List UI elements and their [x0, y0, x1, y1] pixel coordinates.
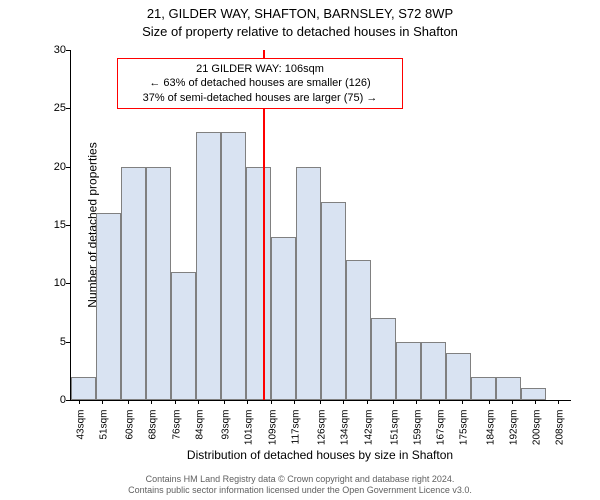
y-tick-label: 15 — [36, 219, 66, 231]
x-tick-label: 51sqm — [98, 410, 109, 460]
footer-attribution: Contains HM Land Registry data © Crown c… — [0, 474, 600, 496]
x-tick-label: 93sqm — [221, 410, 232, 460]
x-tick-mark — [416, 400, 417, 404]
x-tick-mark — [439, 400, 440, 404]
x-tick-mark — [462, 400, 463, 404]
histogram-bar — [271, 237, 296, 400]
histogram-bar — [121, 167, 146, 400]
x-tick-mark — [79, 400, 80, 404]
histogram-bar — [146, 167, 171, 400]
x-tick-mark — [558, 400, 559, 404]
histogram-bar — [71, 377, 96, 400]
x-tick-label: 151sqm — [389, 410, 400, 460]
y-tick-mark — [66, 108, 70, 109]
histogram-bar — [396, 342, 421, 400]
x-tick-mark — [128, 400, 129, 404]
x-tick-mark — [271, 400, 272, 404]
x-tick-mark — [224, 400, 225, 404]
callout-line3: 37% of semi-detached houses are larger (… — [124, 91, 396, 105]
x-tick-mark — [367, 400, 368, 404]
histogram-bar — [371, 318, 396, 400]
y-tick-label: 25 — [36, 102, 66, 114]
histogram-bar — [471, 377, 496, 400]
x-tick-mark — [175, 400, 176, 404]
histogram-bar — [321, 202, 346, 400]
title-sub: Size of property relative to detached ho… — [0, 24, 600, 39]
histogram-bar — [421, 342, 446, 400]
x-tick-label: 192sqm — [508, 410, 519, 460]
x-tick-label: 60sqm — [125, 410, 136, 460]
x-tick-mark — [343, 400, 344, 404]
y-tick-mark — [66, 167, 70, 168]
x-tick-mark — [247, 400, 248, 404]
histogram-bar — [196, 132, 221, 400]
x-tick-mark — [320, 400, 321, 404]
x-tick-label: 175sqm — [459, 410, 470, 460]
x-tick-mark — [535, 400, 536, 404]
y-tick-label: 10 — [36, 277, 66, 289]
callout-box: 21 GILDER WAY: 106sqm← 63% of detached h… — [117, 58, 403, 109]
callout-line1: 21 GILDER WAY: 106sqm — [124, 62, 396, 76]
x-tick-label: 200sqm — [532, 410, 543, 460]
y-tick-mark — [66, 225, 70, 226]
x-tick-mark — [151, 400, 152, 404]
x-tick-mark — [102, 400, 103, 404]
x-tick-label: 84sqm — [194, 410, 205, 460]
y-tick-label: 20 — [36, 161, 66, 173]
y-tick-mark — [66, 342, 70, 343]
histogram-bar — [96, 213, 121, 400]
x-tick-label: 208sqm — [555, 410, 566, 460]
histogram-bar — [346, 260, 371, 400]
title-main: 21, GILDER WAY, SHAFTON, BARNSLEY, S72 8… — [0, 6, 600, 21]
x-tick-label: 68sqm — [148, 410, 159, 460]
x-tick-label: 109sqm — [267, 410, 278, 460]
footer-line1: Contains HM Land Registry data © Crown c… — [0, 474, 600, 485]
histogram-bar — [221, 132, 246, 400]
x-tick-label: 167sqm — [436, 410, 447, 460]
y-tick-mark — [66, 50, 70, 51]
histogram-bar — [521, 388, 546, 400]
callout-line2: ← 63% of detached houses are smaller (12… — [124, 76, 396, 90]
x-tick-label: 101sqm — [244, 410, 255, 460]
histogram-bar — [296, 167, 321, 400]
y-tick-mark — [66, 283, 70, 284]
y-tick-label: 30 — [36, 44, 66, 56]
x-tick-label: 126sqm — [317, 410, 328, 460]
histogram-bar — [446, 353, 471, 400]
histogram-bar — [246, 167, 271, 400]
histogram-bar — [171, 272, 196, 400]
x-tick-label: 184sqm — [485, 410, 496, 460]
x-tick-mark — [393, 400, 394, 404]
x-tick-mark — [489, 400, 490, 404]
x-tick-label: 76sqm — [171, 410, 182, 460]
x-tick-label: 134sqm — [340, 410, 351, 460]
x-tick-mark — [512, 400, 513, 404]
chart-container: 21, GILDER WAY, SHAFTON, BARNSLEY, S72 8… — [0, 0, 600, 500]
x-tick-label: 159sqm — [412, 410, 423, 460]
footer-line2: Contains public sector information licen… — [0, 485, 600, 496]
x-tick-mark — [198, 400, 199, 404]
x-tick-mark — [294, 400, 295, 404]
x-tick-label: 117sqm — [290, 410, 301, 460]
y-tick-mark — [66, 400, 70, 401]
x-tick-label: 142sqm — [363, 410, 374, 460]
y-tick-label: 0 — [36, 394, 66, 406]
histogram-bar — [496, 377, 521, 400]
y-tick-label: 5 — [36, 336, 66, 348]
x-tick-label: 43sqm — [75, 410, 86, 460]
